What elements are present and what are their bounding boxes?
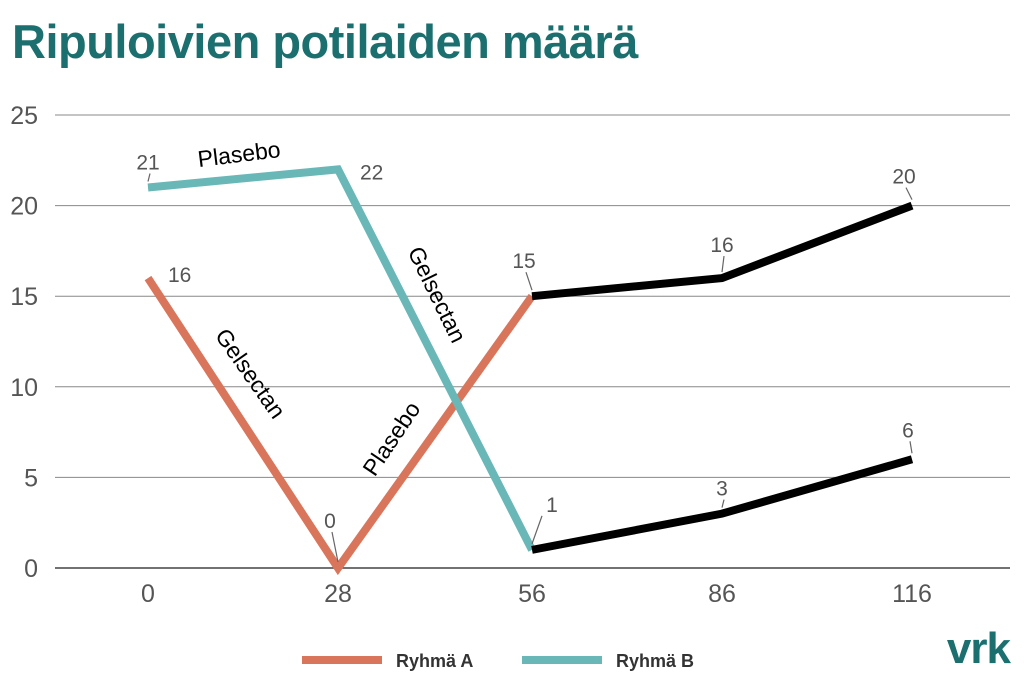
label-leaders — [147, 173, 913, 563]
x-tick-label: 0 — [141, 580, 155, 608]
x-tick-label: 56 — [518, 580, 546, 608]
label-leader-line — [909, 441, 913, 454]
data-label: 16 — [710, 234, 733, 257]
label-leader-line — [147, 173, 151, 182]
data-label: 20 — [892, 166, 915, 189]
data-label: 3 — [716, 478, 728, 501]
gridlines — [55, 114, 1010, 569]
segment-annotations: Plasebo Gelsectan Gelsectan Plasebo — [196, 136, 471, 480]
data-label: 21 — [136, 151, 159, 174]
x-tick-label: 86 — [708, 580, 736, 608]
label-leader-line — [721, 499, 725, 508]
label-leader-line — [905, 187, 913, 200]
legend: Ryhmä A Ryhmä B — [302, 651, 694, 671]
segment-annotation: Plasebo — [196, 136, 282, 172]
legend-label: Ryhmä B — [616, 651, 694, 671]
y-tick-label: 0 — [24, 555, 38, 583]
series-line — [147, 165, 536, 552]
x-axis-ticks: 0 28 56 86 116 — [141, 580, 932, 608]
x-tick-label: 28 — [324, 580, 352, 608]
segment-annotation: Gelsectan — [403, 242, 472, 346]
segment-annotation: Gelsectan — [210, 324, 291, 424]
data-label: 16 — [168, 264, 191, 287]
data-labels: 16 0 15 21 22 1 16 20 3 6 — [136, 151, 915, 533]
series-lines — [144, 165, 914, 576]
x-tick-label: 116 — [892, 580, 932, 608]
y-tick-label: 20 — [10, 193, 38, 221]
series-line — [144, 275, 536, 576]
data-label: 0 — [324, 510, 336, 533]
y-tick-label: 25 — [10, 102, 38, 130]
y-axis-ticks: 0 5 10 15 20 25 — [10, 102, 38, 583]
chart-title: Ripuloivien potilaiden määrä — [12, 15, 638, 68]
data-label: 6 — [902, 419, 914, 442]
label-leader-line — [531, 515, 543, 545]
y-tick-label: 10 — [10, 374, 38, 402]
data-label: 15 — [512, 250, 535, 273]
vrk-logo: vrk — [946, 624, 1011, 673]
label-leader-line — [721, 256, 725, 273]
y-tick-label: 15 — [10, 283, 38, 311]
data-label: 1 — [546, 494, 558, 517]
series-line — [531, 201, 914, 301]
segment-annotation: Plasebo — [357, 397, 425, 480]
legend-label: Ryhmä A — [396, 651, 473, 671]
series-line — [531, 455, 914, 554]
data-label: 22 — [360, 161, 383, 184]
label-leader-line — [525, 272, 533, 291]
y-tick-label: 5 — [24, 464, 38, 492]
label-leader-line — [331, 531, 339, 563]
